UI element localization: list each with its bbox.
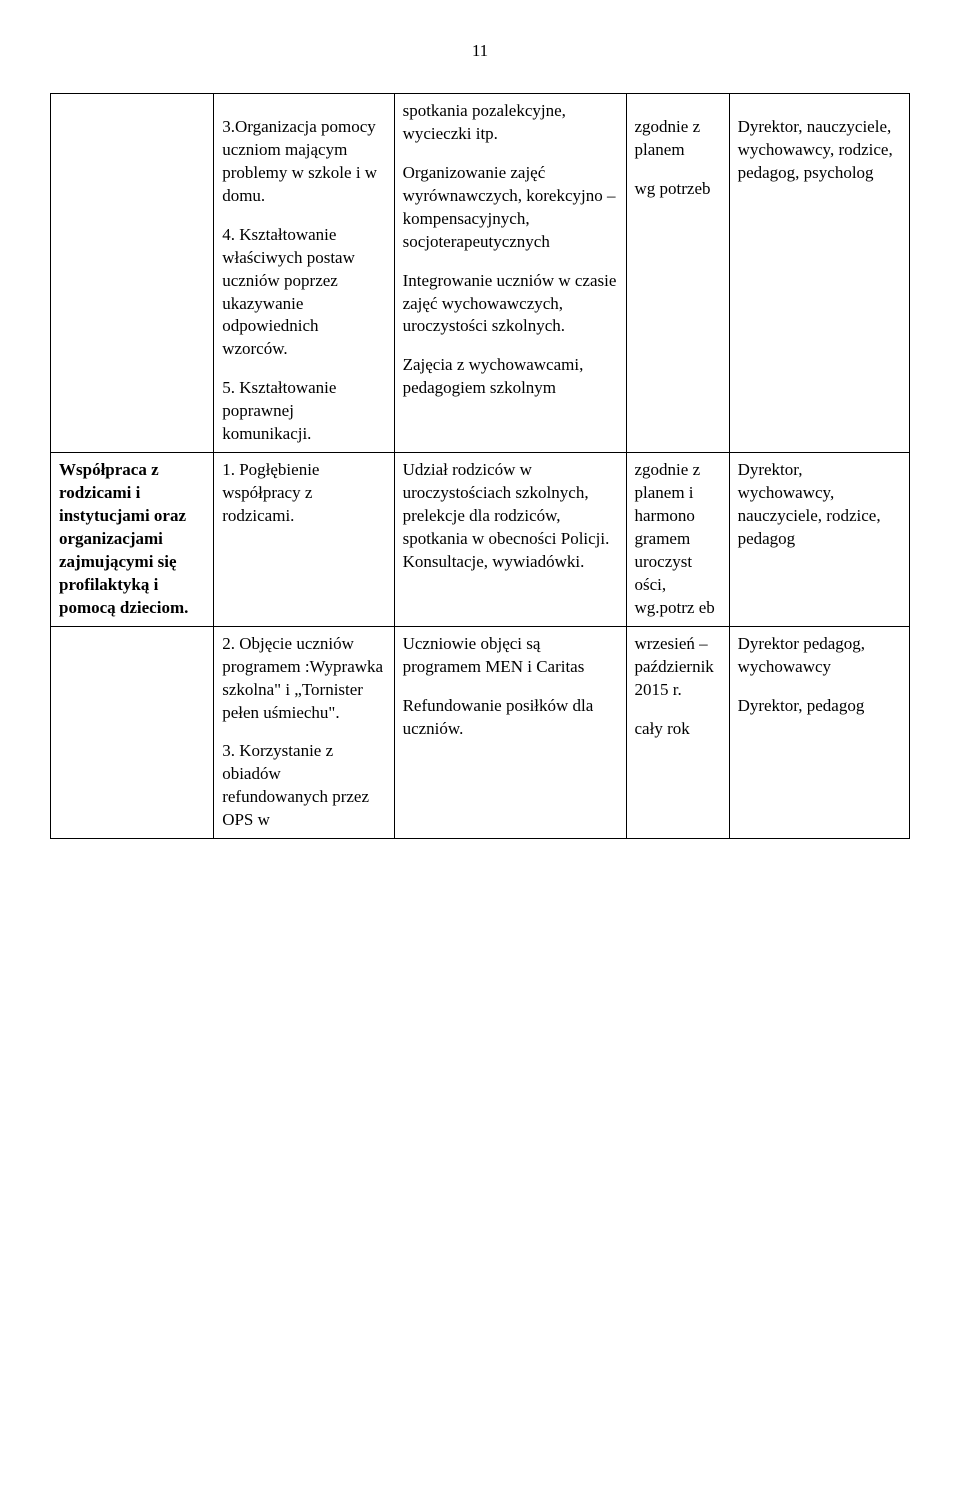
para: Dyrektor pedagog, wychowawcy [738,633,901,679]
cell-category [51,93,214,452]
cell-forms: Uczniowie objęci są programem MEN i Cari… [394,626,626,839]
para: wrzesień – październik 2015 r. [635,633,721,702]
cell-tasks: 1. Pogłębienie współpracy z rodzicami. [214,453,394,627]
cell-forms: Udział rodziców w uroczystościach szkoln… [394,453,626,627]
table-row: 3.Organizacja pomocy uczniom mającym pro… [51,93,910,452]
para: Organizowanie zajęć wyrównawczych, korek… [403,162,618,254]
page-number: 11 [50,40,910,63]
category-title: Współpraca z rodzicami i instytucjami or… [59,460,188,617]
cell-responsible: Dyrektor pedagog, wychowawcy Dyrektor, p… [729,626,909,839]
para: 4. Kształtowanie właściwych postaw uczni… [222,224,385,362]
para: Integrowanie uczniów w czasie zajęć wych… [403,270,618,339]
para: Uczniowie objęci są programem MEN i Cari… [403,633,618,679]
para: wg potrzeb [635,178,721,201]
para: spotkania pozalekcyjne, wycieczki itp. [403,100,618,146]
para: 3. Korzystanie z obiadów refundowanych p… [222,740,385,832]
para: cały rok [635,718,721,741]
cell-responsible: Dyrektor, wychowawcy, nauczyciele, rodzi… [729,453,909,627]
para: zgodnie z planem [635,116,721,162]
para: 1. Pogłębienie współpracy z rodzicami. [222,459,385,528]
para: Dyrektor, pedagog [738,695,901,718]
para: Zajęcia z wychowawcami, pedagogiem szkol… [403,354,618,400]
para: Dyrektor, nauczyciele, wychowawcy, rodzi… [738,116,901,185]
cell-forms: spotkania pozalekcyjne, wycieczki itp. O… [394,93,626,452]
cell-tasks: 2. Objęcie uczniów programem :Wyprawka s… [214,626,394,839]
cell-responsible: Dyrektor, nauczyciele, wychowawcy, rodzi… [729,93,909,452]
document-table: 3.Organizacja pomocy uczniom mającym pro… [50,93,910,839]
para: 5. Kształtowanie poprawnej komunikacji. [222,377,385,446]
para: zgodnie z planem i harmono gramem uroczy… [635,459,721,620]
para: Refundowanie posiłków dla uczniów. [403,695,618,741]
para: Dyrektor, wychowawcy, nauczyciele, rodzi… [738,459,901,551]
cell-tasks: 3.Organizacja pomocy uczniom mającym pro… [214,93,394,452]
para: Udział rodziców w uroczystościach szkoln… [403,459,618,574]
cell-category [51,626,214,839]
table-row: 2. Objęcie uczniów programem :Wyprawka s… [51,626,910,839]
cell-category: Współpraca z rodzicami i instytucjami or… [51,453,214,627]
cell-dates: zgodnie z planem i harmono gramem uroczy… [626,453,729,627]
para: 2. Objęcie uczniów programem :Wyprawka s… [222,633,385,725]
table-row: Współpraca z rodzicami i instytucjami or… [51,453,910,627]
cell-dates: zgodnie z planem wg potrzeb [626,93,729,452]
para: 3.Organizacja pomocy uczniom mającym pro… [222,116,385,208]
cell-dates: wrzesień – październik 2015 r. cały rok [626,626,729,839]
